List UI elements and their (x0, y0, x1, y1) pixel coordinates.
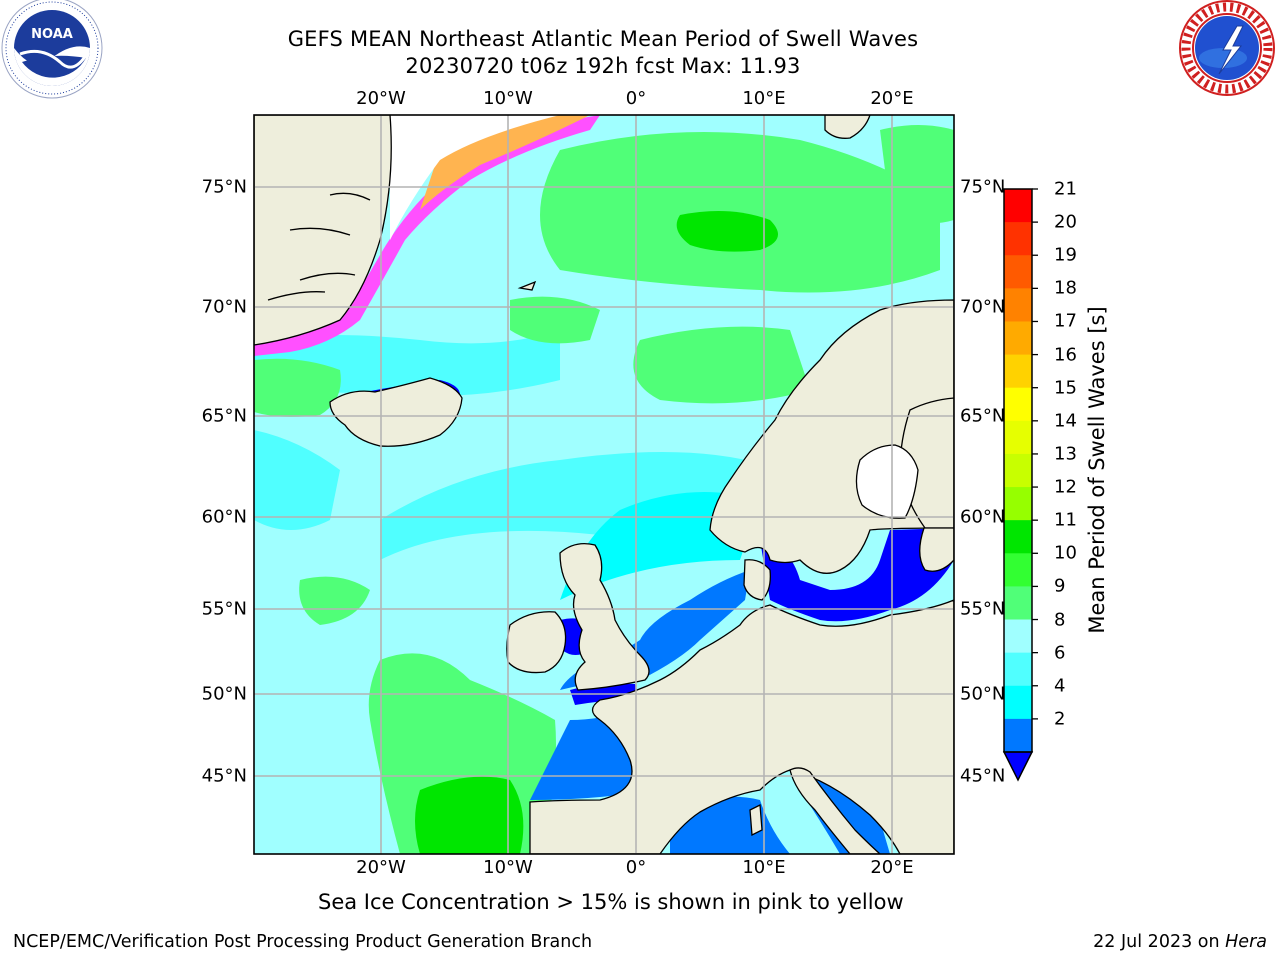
colorbar-extend-arrow (1002, 751, 1034, 782)
colorbar-segment (1004, 520, 1032, 554)
svalbard (824, 115, 871, 139)
colorbar-tick-label: 14 (1054, 410, 1077, 432)
chart-title: GEFS MEAN Northeast Atlantic Mean Period… (287, 27, 919, 51)
lon-label-top: 0° (625, 88, 647, 109)
footer-machine: Hera (1225, 932, 1267, 952)
map-area (254, 115, 954, 854)
lat-label-left: 60°N (201, 506, 247, 528)
green-west (299, 576, 370, 625)
colorbar-tick-label: 11 (1054, 509, 1077, 531)
corsica (749, 803, 763, 837)
lon-label-bottom: 10°E (742, 857, 786, 878)
colorbar-tick-label: 13 (1054, 443, 1077, 465)
chart-subtitle: 20230720 t06z 192h fcst Max: 11.93 (405, 54, 801, 78)
lat-label-right: 45°N (960, 765, 1006, 787)
colorbar-tick-label: 17 (1054, 310, 1077, 332)
colorbar-segment (1004, 387, 1032, 422)
lat-label-right: 50°N (960, 683, 1006, 705)
colorbar-tick-label: 18 (1054, 277, 1077, 299)
colorbar-tick-label: 9 (1054, 575, 1066, 597)
jan-mayen (517, 280, 537, 291)
lat-label-left: 55°N (201, 598, 247, 620)
colorbar-segment (1004, 255, 1032, 289)
italy (789, 767, 881, 854)
colorbar-segment (1004, 487, 1032, 521)
colorbar-tick-label: 4 (1054, 675, 1066, 697)
green-far-east (880, 125, 954, 224)
footer-date: 22 Jul 2023 on Hera (1093, 932, 1267, 952)
colorbar-tick-label: 12 (1054, 476, 1077, 498)
footer-date-text: 22 Jul 2023 on (1093, 932, 1226, 952)
lat-label-right: 55°N (960, 598, 1006, 620)
iceland (329, 377, 463, 447)
lat-label-left: 45°N (201, 765, 247, 787)
swell-field (254, 125, 954, 854)
lat-label-left: 75°N (201, 176, 247, 198)
colorbar-tick-label: 20 (1054, 211, 1077, 233)
colorbar-tick-label: 8 (1054, 609, 1066, 631)
colorbar-tick-label: 21 (1054, 178, 1077, 200)
lat-label-right: 70°N (960, 296, 1006, 318)
colorbar-segment (1004, 321, 1032, 356)
colorbar-segment (1004, 652, 1032, 687)
colorbar-segment (1004, 189, 1032, 223)
baltic-east-land (919, 527, 954, 572)
colorbar-segment (1004, 586, 1032, 621)
lat-label-left: 65°N (201, 405, 247, 427)
greenland-fjord1 (267, 192, 371, 301)
colorbar-tick-label: 15 (1054, 377, 1077, 399)
colorbar-frame (1003, 188, 1033, 753)
ice-orange (420, 115, 590, 210)
sea-ice-note: Sea Ice Concentration > 15% is shown in … (318, 890, 904, 914)
lat-label-left: 50°N (201, 683, 247, 705)
great-britain (559, 542, 650, 691)
lon-label-top: 20°E (870, 88, 914, 109)
bright-green-south (415, 776, 524, 854)
colorbar-segment (1004, 685, 1032, 720)
greenland (254, 115, 392, 346)
footer-credit: NCEP/EMC/Verification Post Processing Pr… (13, 932, 593, 952)
colorbar-tick-label: 19 (1054, 244, 1077, 266)
gulf-of-bothnia (855, 444, 919, 519)
lon-label-top: 20°W (356, 88, 406, 109)
lon-label-bottom: 0° (625, 857, 647, 878)
ice-white (390, 115, 560, 240)
lat-label-right: 60°N (960, 506, 1006, 528)
lon-label-bottom: 20°W (356, 857, 406, 878)
colorbar-segment (1004, 354, 1032, 389)
sea-baltic (760, 528, 954, 622)
colorbar-segment (1004, 453, 1032, 488)
map-frame (253, 114, 955, 855)
cyan-west (254, 430, 340, 530)
colorbar-label: Mean Period of Swell Waves [s] (1085, 306, 1109, 634)
lat-label-left: 70°N (201, 296, 247, 318)
lon-label-top: 10°E (742, 88, 786, 109)
colorbar-tick-label: 16 (1054, 344, 1077, 366)
lon-label-bottom: 20°E (870, 857, 914, 878)
green-greenland-coast (254, 358, 341, 417)
sea-ice (254, 115, 600, 356)
colorbar-segment (1004, 420, 1032, 455)
lat-label-right: 75°N (960, 176, 1006, 198)
green-north2 (633, 326, 810, 404)
colorbar-segment (1004, 553, 1032, 587)
lon-label-top: 10°W (483, 88, 533, 109)
colorbar-tick-label: 2 (1054, 708, 1066, 730)
colorbar-tick-label: 10 (1054, 542, 1077, 564)
colorbar-segment (1004, 619, 1032, 654)
lon-label-bottom: 10°W (483, 857, 533, 878)
colorbar-segment (1004, 718, 1032, 753)
lat-label-right: 65°N (960, 405, 1006, 427)
colorbar-segment (1004, 222, 1032, 256)
colorbar-segment (1004, 288, 1032, 322)
bright-green-north (676, 211, 778, 252)
green-north1 (540, 132, 940, 293)
bright-cyan-band (560, 492, 760, 600)
graticule (254, 115, 954, 854)
green-north3 (510, 296, 600, 344)
colorbar (1002, 188, 1038, 782)
ireland (506, 611, 567, 674)
colorbar-tick-label: 6 (1054, 642, 1066, 664)
